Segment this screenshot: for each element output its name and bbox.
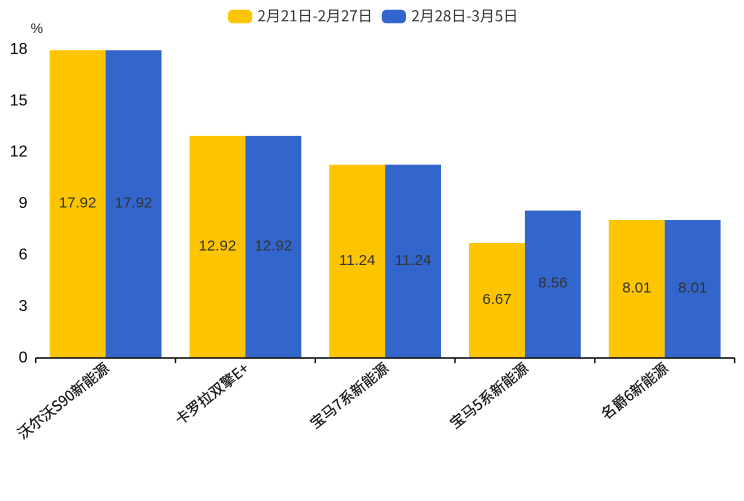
svg-text:9: 9 xyxy=(19,195,28,212)
svg-text:12: 12 xyxy=(10,144,28,161)
svg-text:11.24: 11.24 xyxy=(395,252,431,269)
svg-text:6: 6 xyxy=(19,247,28,264)
svg-text:18: 18 xyxy=(10,41,28,58)
svg-text:8.01: 8.01 xyxy=(678,279,707,296)
svg-text:15: 15 xyxy=(10,92,28,109)
svg-text:0: 0 xyxy=(19,349,28,366)
svg-text:12.92: 12.92 xyxy=(199,237,237,254)
svg-text:17.92: 17.92 xyxy=(115,194,153,211)
svg-text:11.24: 11.24 xyxy=(339,252,375,269)
svg-text:3: 3 xyxy=(19,298,28,315)
svg-text:17.92: 17.92 xyxy=(59,194,97,211)
svg-text:8.56: 8.56 xyxy=(538,275,567,292)
svg-text:8.01: 8.01 xyxy=(622,279,651,296)
svg-text:%: % xyxy=(31,20,43,36)
svg-text:12.92: 12.92 xyxy=(255,237,293,254)
svg-text:6.67: 6.67 xyxy=(482,291,511,308)
